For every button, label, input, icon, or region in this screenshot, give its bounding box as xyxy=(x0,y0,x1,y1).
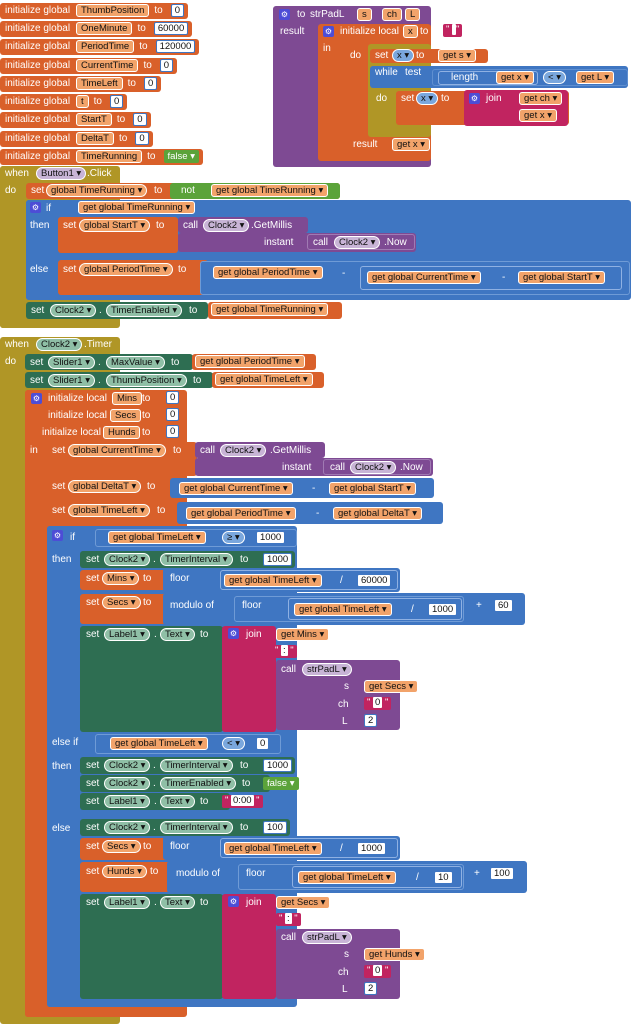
gear-icon[interactable]: ⚙ xyxy=(228,628,239,639)
global-keyword: initialize global xyxy=(5,114,71,125)
global-name[interactable]: ThumbPosition xyxy=(76,4,150,17)
to-keyword: to xyxy=(137,23,146,34)
global-name[interactable]: PeriodTime xyxy=(76,40,135,53)
global-variable-block[interactable]: initialize global PeriodTime to 120000 xyxy=(0,39,200,55)
gear-icon[interactable]: ⚙ xyxy=(279,9,290,20)
global-keyword: initialize global xyxy=(5,133,71,144)
global-keyword: initialize global xyxy=(5,41,71,52)
gear-icon[interactable]: ⚙ xyxy=(31,393,42,404)
gear-icon[interactable]: ⚙ xyxy=(52,530,63,541)
global-value[interactable]: 0 xyxy=(159,59,174,72)
global-value[interactable]: 0 xyxy=(109,95,124,108)
global-variable-block[interactable]: initialize global DeltaT to 0 xyxy=(0,131,153,147)
global-name[interactable]: StartT xyxy=(76,113,112,126)
to-keyword: to xyxy=(143,60,152,71)
global-name[interactable]: TimeRunning xyxy=(76,150,143,163)
global-name[interactable]: t xyxy=(76,95,89,108)
global-value[interactable]: 120000 xyxy=(155,40,196,53)
global-value[interactable]: 0 xyxy=(143,77,158,90)
global-variable-block[interactable]: initialize global StartT to 0 xyxy=(0,112,151,128)
global-variable-block[interactable]: initialize global TimeLeft to 0 xyxy=(0,76,162,92)
global-variable-block[interactable]: initialize global OneMinute to 60000 xyxy=(0,21,193,37)
global-keyword: initialize global xyxy=(5,60,71,71)
to-keyword: to xyxy=(147,151,156,162)
global-variable-block[interactable]: initialize global CurrentTime to 0 xyxy=(0,58,178,74)
global-variable-block[interactable]: initialize global t to 0 xyxy=(0,94,128,110)
global-keyword: initialize global xyxy=(5,151,71,162)
to-keyword: to xyxy=(139,41,148,52)
global-keyword: initialize global xyxy=(5,5,71,16)
global-value[interactable]: 60000 xyxy=(153,22,189,35)
global-value[interactable]: 0 xyxy=(133,113,147,126)
to-keyword: to xyxy=(154,5,163,16)
global-name[interactable]: DeltaT xyxy=(76,132,114,145)
gear-icon[interactable]: ⚙ xyxy=(469,93,480,104)
global-keyword: initialize global xyxy=(5,78,71,89)
global-name[interactable]: OneMinute xyxy=(76,22,133,35)
global-keyword: initialize global xyxy=(5,96,71,107)
global-name[interactable]: CurrentTime xyxy=(76,59,139,72)
global-value[interactable]: 0 xyxy=(170,4,185,17)
global-keyword: initialize global xyxy=(5,23,71,34)
global-variable-block[interactable]: initialize global ThumbPosition to 0 xyxy=(0,3,189,19)
to-keyword: to xyxy=(93,96,102,107)
global-name[interactable]: TimeLeft xyxy=(76,77,123,90)
to-keyword: to xyxy=(116,114,126,125)
to-keyword: to xyxy=(127,78,136,89)
global-value[interactable]: 0 xyxy=(135,132,149,145)
global-value[interactable]: false ▾ xyxy=(163,150,199,163)
global-variable-block[interactable]: initialize global TimeRunning to false ▾ xyxy=(0,149,203,165)
gear-icon[interactable]: ⚙ xyxy=(323,26,334,37)
procedure-name: strPadL xyxy=(310,9,345,20)
gear-icon[interactable]: ⚙ xyxy=(30,202,41,213)
to-keyword: to xyxy=(118,133,128,144)
gear-icon[interactable]: ⚙ xyxy=(228,896,239,907)
